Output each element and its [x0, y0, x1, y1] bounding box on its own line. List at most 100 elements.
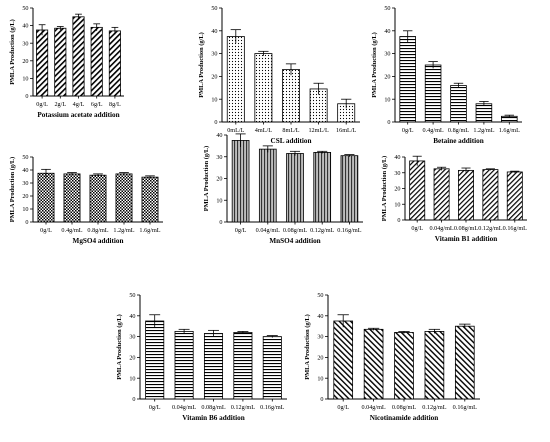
bar: [454, 325, 475, 400]
bar: [409, 160, 426, 221]
x-tick-label: 0.08g/mL: [283, 227, 307, 234]
y-axis-title: PMLA Production (g/L): [9, 157, 16, 223]
bar: [262, 336, 282, 400]
bar: [286, 153, 304, 223]
y-tick-label: 40: [129, 313, 135, 320]
y-tick-label: 50: [384, 5, 390, 12]
bar: [424, 330, 445, 400]
x-tick-label: 4mL/L: [255, 127, 272, 134]
x-tick-label: 8mL/L: [282, 127, 299, 134]
y-tick-label: 10: [384, 96, 390, 103]
bar: [399, 36, 416, 123]
y-axis-title: PMLA Production (g/L): [116, 314, 123, 380]
x-tick-label: 0.04g/mL: [429, 225, 453, 232]
y-tick-label: 20: [384, 74, 390, 81]
bar: [340, 155, 359, 223]
chart-panel-7: 0 10 20 30 40 50 0g/L 0.04g/mL 0.08g/mL 0.12g/mL 0…: [116, 292, 287, 422]
x-tick-label: 0.16g/mL: [453, 404, 477, 411]
bar: [363, 328, 384, 400]
y-tick-label: 10: [22, 206, 28, 213]
x-tick-label: 0mL/L: [227, 127, 244, 134]
bar: [333, 320, 354, 400]
y-tick-label: 20: [129, 355, 135, 362]
x-tick-label: 0.08g/mL: [392, 404, 416, 411]
y-tick-label: 0: [132, 396, 135, 403]
bar: [108, 30, 121, 97]
y-axis-title: PMLA Production (g/L): [198, 32, 205, 98]
bar: [482, 169, 499, 221]
x-tick-label: 0.08g/mL: [454, 225, 478, 232]
x-tick-label: 0g/L: [402, 127, 414, 134]
bar: [203, 333, 224, 400]
bar: [394, 332, 414, 400]
y-tick-label: 0: [219, 219, 222, 226]
bar: [115, 173, 133, 223]
y-tick-label: 10: [211, 96, 217, 103]
y-tick-label: 20: [216, 176, 222, 183]
x-tick-label: 0.16g/mL: [503, 225, 527, 232]
y-tick-label: 20: [317, 355, 323, 362]
y-tick-label: 30: [384, 51, 390, 58]
chart-panel-6: 0 10 20 30 40 0g/L 0.04g/mL 0.08g/mL 0.12g/mL 0.1…: [381, 154, 527, 243]
y-tick-label: 10: [216, 197, 222, 204]
x-tick-label: 1.6g/mL: [139, 227, 160, 234]
x-tick-label: 0.12g/mL: [422, 404, 446, 411]
bar: [37, 172, 55, 223]
x-tick-label: 12mL/L: [308, 127, 328, 134]
x-tick-label: 2g/L: [54, 101, 66, 108]
bar: [226, 36, 245, 123]
x-tick-label: 0g/L: [235, 227, 247, 234]
x-tick-label: 0g/L: [149, 404, 161, 411]
y-tick-label: 0: [397, 217, 400, 224]
x-axis-title: CSL addition: [271, 137, 312, 145]
bar: [506, 171, 523, 221]
y-tick-label: 50: [317, 292, 323, 299]
y-tick-label: 30: [22, 40, 28, 47]
chart-panel-2: 0 10 20 30 40 50 0mL/L 4mL/L 8mL/L 12mL/L 16mL/L CS…: [198, 5, 360, 145]
x-axis-title: Potassium acetate addition: [37, 111, 119, 119]
y-tick-label: 0: [25, 93, 28, 100]
bar: [145, 320, 165, 400]
bar: [72, 16, 85, 97]
y-tick-label: 0: [214, 119, 217, 126]
y-tick-label: 10: [394, 201, 400, 208]
chart-panel-5: 0 10 20 30 40 0g/L 0.04g/mL 0.08g/mL 0.12g/mL 0.1…: [203, 132, 363, 245]
x-tick-label: 0g/L: [411, 225, 423, 232]
y-tick-label: 20: [22, 58, 28, 65]
y-tick-label: 40: [317, 313, 323, 320]
bar: [254, 53, 273, 123]
x-axis-title: Vitamin B1 addition: [435, 235, 497, 243]
x-tick-label: 0.08g/mL: [201, 404, 225, 411]
y-axis-title: PMLA Production (g/L): [381, 156, 388, 222]
chart-panel-1: 0 10 20 30 40 50 0g/L 2g/L 4g/L 6g/L 8g/L Potassium…: [9, 5, 124, 119]
bar: [282, 69, 300, 123]
x-tick-label: 0.04g/mL: [172, 404, 196, 411]
x-tick-label: 0.04g/mL: [361, 404, 385, 411]
x-axis-title: Betaine addition: [433, 137, 484, 145]
x-tick-label: 8g/L: [109, 101, 121, 108]
x-tick-label: 0g/L: [337, 404, 349, 411]
bar: [54, 27, 67, 97]
y-tick-label: 0: [25, 219, 28, 226]
bar: [36, 29, 49, 97]
bar: [90, 26, 103, 97]
y-axis-title: PMLA Production (g/L): [304, 314, 311, 380]
x-tick-label: 1.2g/mL: [473, 127, 494, 134]
y-tick-label: 40: [211, 28, 217, 35]
x-tick-label: 0.04g/mL: [256, 227, 280, 234]
chart-panel-3: 0 10 20 30 40 50 0g/L 0.4g/mL 0.8g/mL 1.2g/mL 1.6g…: [371, 5, 522, 145]
y-tick-label: 50: [22, 5, 28, 12]
bar: [475, 103, 493, 123]
y-tick-label: 20: [211, 74, 217, 81]
y-tick-label: 50: [211, 5, 217, 12]
x-tick-label: 0g/L: [40, 227, 52, 234]
y-tick-label: 30: [317, 334, 323, 341]
y-tick-label: 30: [211, 51, 217, 58]
bar: [450, 85, 467, 123]
x-tick-label: 0.4g/mL: [61, 227, 82, 234]
y-tick-label: 10: [317, 375, 323, 382]
bar: [233, 332, 253, 400]
chart-panel-8: 0 10 20 30 40 50 0g/L 0.04g/mL 0.08g/mL 0.12g/mL 0…: [304, 292, 480, 422]
y-tick-label: 0: [387, 119, 390, 126]
